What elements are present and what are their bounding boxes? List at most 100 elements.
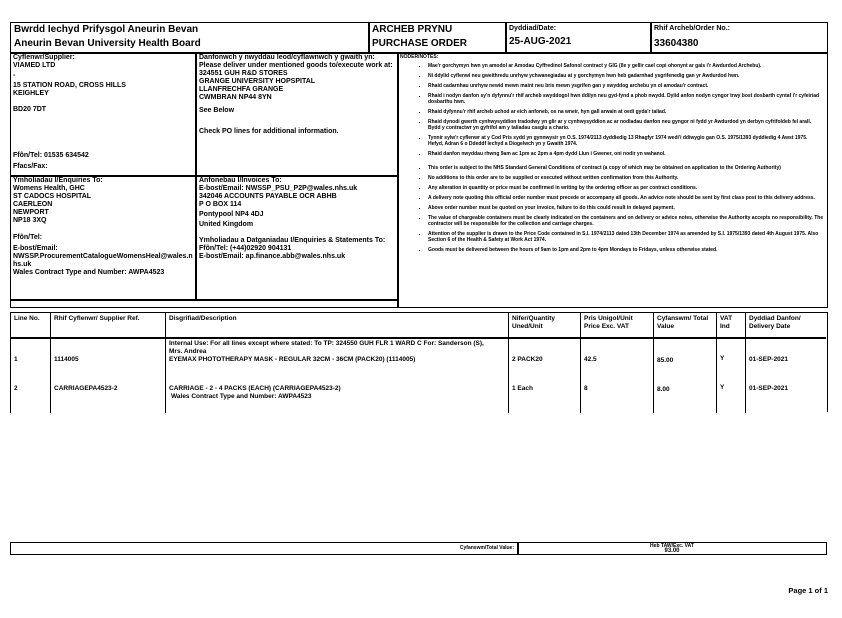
col-header-vat: VAT Ind	[720, 315, 733, 330]
note-item: Rhaid cadarnhau unrhyw newid mewn maint …	[428, 83, 824, 89]
cell-delivery-date: 01-SEP-2021	[749, 385, 789, 392]
note-item: No additions to this order are to be sup…	[428, 175, 824, 181]
note-item: Rhaid danfon nwyddau rhwng 9am ac 1pm ac…	[428, 151, 824, 157]
supplier-fax: Ffacs/Fax:	[13, 163, 48, 170]
col-header-quantity: Nifer/Quantity Uned/Unit	[512, 315, 555, 330]
note-item: Attention of the supplier is drawn to th…	[428, 231, 824, 243]
supplier-town: KEIGHLEY	[13, 90, 49, 97]
invoices-label: Anfonebau I/Invoices To:	[199, 177, 282, 184]
delivery-line: CWMBRAN NP44 8YN	[199, 94, 272, 101]
note-item: Rhaid i nodyn danfon sy'n dyfynnu'r rhif…	[428, 93, 824, 105]
cell-description: EYEMAX PHOTOTHERAPY MASK - REGULAR 32CM …	[169, 356, 416, 363]
note-item: Tynnir sylw'r cyflenwr at y Cod Pris syd…	[428, 135, 824, 147]
doc-title-english: PURCHASE ORDER	[372, 38, 468, 49]
enquiries-line: NEWPORT	[13, 209, 49, 216]
org-name-welsh: Bwrdd Iechyd Prifysgol Aneurin Bevan	[14, 24, 199, 35]
enquiries-tel: Ffôn/Tel:	[13, 234, 43, 241]
note-item: Rhaid dynodi gwerth cynhwysyddion tradod…	[428, 119, 824, 131]
col-header-price: Pris Unigol/Unit Price Exc. VAT	[584, 315, 633, 330]
cell-line: 2	[14, 385, 18, 392]
delivery-line: LLANFRECHFA GRANGE	[199, 86, 284, 93]
order-no-value: 33604380	[654, 38, 699, 49]
col-header-total: Cyfanswm/ Total Value	[657, 315, 709, 330]
note-item: Above order number must be quoted on you…	[428, 205, 824, 211]
cell-quantity: 2 PACK20	[512, 356, 543, 363]
date-value: 25-AUG-2021	[509, 36, 572, 47]
supplier-tel: Ffôn/Tel: 01535 634542	[13, 152, 89, 159]
cell-total: 85.00	[657, 357, 674, 364]
statements-tel: Ffôn/Tel: (+44)02920 904131	[199, 245, 292, 252]
invoices-line: Pontypool NP4 4DJ	[199, 211, 264, 218]
page-number: Page 1 of 1	[788, 586, 828, 595]
check-po-note: Check PO lines for additional informatio…	[199, 128, 339, 135]
supplier-line: -	[13, 72, 16, 79]
total-value-label: Cyfanswm/Total Value:	[459, 545, 514, 551]
supplier-block: Cyflenwr/Supplier: VIAMED LTD - 15 STATI…	[13, 54, 193, 171]
statements-label: Ymholiadau a Datganiadau I/Enquiries & S…	[199, 237, 386, 244]
note-item: This order is subject to the NHS Standar…	[428, 165, 824, 171]
enquiries-label: Ymholiadau I/Enquiries To:	[13, 177, 103, 184]
cell-delivery-date: 01-SEP-2021	[749, 356, 789, 363]
delivery-line: 324551 GUH R&D STORES	[199, 70, 288, 77]
note-item: Mae'r gorchymyn hwn yn amodol ar Amodau …	[428, 63, 824, 69]
enquiries-line: NP18 3XQ	[13, 217, 47, 224]
notes-english-list: This order is subject to the NHS Standar…	[400, 165, 824, 253]
cell-description-extra: Wales Contract Type and Number: AWPA4523	[171, 393, 312, 400]
col-header-line: Line No.	[14, 315, 40, 322]
enquiries-line: ST CADOCS HOSPITAL	[13, 193, 92, 200]
invoices-line: 342046 ACCOUNTS PAYABLE OCR ABHB	[199, 193, 337, 200]
notes-welsh-list: Mae'r gorchymyn hwn yn amodol ar Amodau …	[400, 63, 824, 157]
see-below: See Below	[199, 107, 235, 114]
cell-quantity: 1 Each	[512, 385, 533, 392]
invoices-line: United Kingdom	[199, 221, 254, 228]
delivery-label: Danfonwch y nwyddau leod/cyflawnwch y gw…	[199, 54, 393, 69]
cell-price: 42.5	[584, 356, 597, 363]
enquiries-email[interactable]: NWSSP.ProcurementCatalogueWomensHeal@wal…	[13, 253, 193, 268]
enquiries-line: Womens Health, GHC	[13, 185, 85, 192]
delivery-block: Danfonwch y nwyddau leod/cyflawnwch y gw…	[199, 54, 393, 136]
statements-email[interactable]: E-bost/Email: ap.finance.abb@wales.nhs.u…	[199, 253, 346, 260]
order-no-label: Rhif Archeb/Order No.:	[654, 25, 730, 32]
exc-vat-label: Heb TAW/Exc. VAT	[650, 543, 694, 549]
col-header-description: Disgrifiad/Description	[169, 315, 237, 322]
enquiries-contract: Wales Contract Type and Number: AWPA4523	[13, 269, 165, 276]
cell-ref: 1114005	[54, 356, 79, 363]
supplier-postcode: BD20 7DT	[13, 106, 47, 113]
cell-ref: CARRIAGEPA4523-2	[54, 385, 118, 392]
note-item: A delivery note quoting this official or…	[428, 195, 824, 201]
col-header-ref: Rhif Cyflenwr/ Supplier Ref.	[54, 315, 140, 322]
col-header-delivery-date: Dyddiad Danfon/ Delivery Date	[749, 315, 801, 330]
delivery-line: GRANGE UNIVERSITY HOPSPITAL	[199, 78, 316, 85]
cell-price: 8	[584, 385, 588, 392]
doc-title-welsh: ARCHEB PRYNU	[372, 24, 453, 35]
date-label: Dyddiad/Date:	[509, 25, 557, 32]
note-item: Rhaid dyfynnu'r rhif archeb uchod ar eic…	[428, 109, 824, 115]
supplier-address: 15 STATION ROAD, CROSS HILLS	[13, 82, 126, 89]
total-value: 93.00	[664, 548, 680, 554]
note-item: Any alteration in quantity or price must…	[428, 185, 824, 191]
org-name-english: Aneurin Bevan University Health Board	[14, 38, 201, 49]
invoices-email[interactable]: E-bost/Email: NWSSP_PSU_P2P@wales.nhs.uk	[199, 185, 358, 192]
cell-total: 8.00	[657, 386, 670, 393]
enquiries-line: CAERLEON	[13, 201, 53, 208]
invoices-line: P O BOX 114	[199, 201, 242, 208]
note-item: Goods must be delivered between the hour…	[428, 247, 824, 253]
totals-box: Cyfanswm/Total Value: Heb TAW/Exc. VAT 9…	[10, 542, 827, 555]
note-item: Ni ddylid cyflenwi neu gweithredu unrhyw…	[428, 73, 824, 79]
header-frame	[10, 22, 828, 308]
cell-vat: Y	[720, 355, 725, 362]
notes-label: NODER/NOTES:	[400, 54, 439, 60]
cell-line: 1	[14, 356, 18, 363]
cell-vat: Y	[720, 384, 725, 391]
notes-block: NODER/NOTES: Mae'r gorchymyn hwn yn amod…	[400, 54, 824, 257]
order-lines-table: Line No. Rhif Cyflenwr/ Supplier Ref. Di…	[10, 312, 828, 413]
internal-use-note: Internal Use: For all lines except where…	[169, 340, 484, 355]
enquiries-email-label: E-bost/Email:	[13, 245, 58, 252]
note-item: The value of chargeable containers must …	[428, 215, 824, 227]
supplier-name: VIAMED LTD	[13, 62, 56, 69]
supplier-label: Cyflenwr/Supplier:	[13, 54, 75, 61]
invoices-block: Anfonebau I/Invoices To: E-bost/Email: N…	[199, 177, 395, 261]
enquiries-block: Ymholiadau I/Enquiries To: Womens Health…	[13, 177, 193, 277]
cell-description: CARRIAGE - 2 - 4 PACKS (EACH) (CARRIAGEP…	[169, 385, 341, 392]
